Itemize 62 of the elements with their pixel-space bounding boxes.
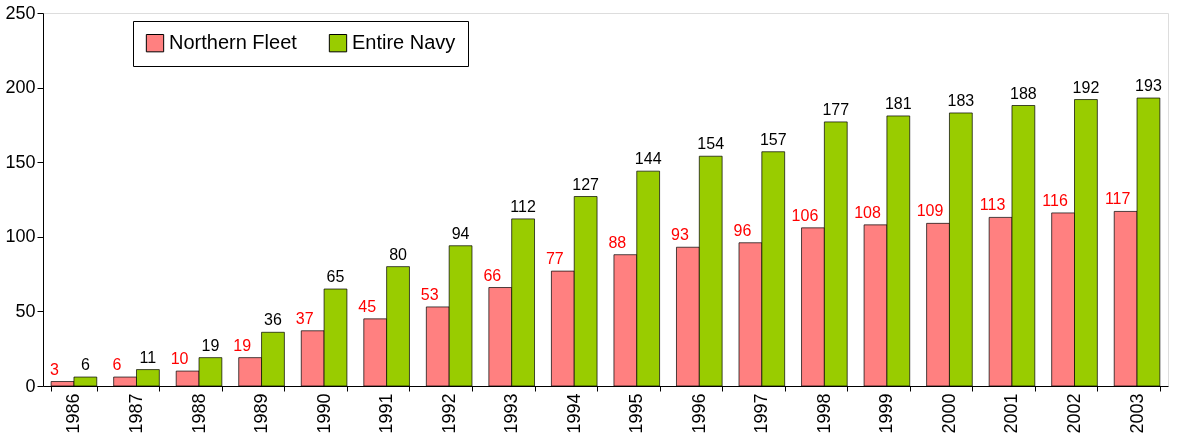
x-tick-label: 2001 bbox=[1001, 393, 1022, 434]
x-tick-label: 1991 bbox=[376, 393, 397, 434]
x-tick-label: 1999 bbox=[876, 393, 897, 434]
data-label: 66 bbox=[483, 266, 502, 284]
data-label: 108 bbox=[854, 203, 881, 221]
data-label: 3 bbox=[50, 360, 60, 378]
data-label: 181 bbox=[884, 94, 912, 112]
data-label: 112 bbox=[510, 197, 536, 215]
legend-label: Northern Fleet bbox=[169, 31, 298, 54]
data-label: 6 bbox=[112, 356, 122, 374]
data-label: 37 bbox=[295, 309, 314, 327]
x-tick-label: 1988 bbox=[188, 393, 209, 434]
data-label: 109 bbox=[916, 202, 944, 220]
x-tick-label: 1989 bbox=[251, 393, 272, 434]
x-tick-label: 1994 bbox=[563, 393, 584, 434]
x-tick-label: 2002 bbox=[1064, 393, 1085, 434]
data-label: 157 bbox=[759, 130, 787, 148]
data-label: 177 bbox=[822, 100, 850, 118]
data-label: 106 bbox=[791, 206, 819, 224]
x-tick-label: 1993 bbox=[501, 393, 522, 434]
x-tick-label: 1986 bbox=[63, 393, 84, 434]
y-tick-label: 150 bbox=[5, 151, 36, 172]
y-tick-label: 100 bbox=[5, 226, 36, 247]
data-label: 53 bbox=[420, 285, 439, 303]
x-tick-label: 1990 bbox=[313, 393, 334, 434]
data-label: 96 bbox=[733, 221, 752, 239]
y-tick-label: 0 bbox=[25, 375, 36, 396]
data-label: 6 bbox=[80, 356, 90, 374]
y-tick-label: 200 bbox=[5, 77, 36, 98]
data-label: 193 bbox=[1135, 77, 1162, 95]
data-label: 10 bbox=[170, 350, 189, 368]
x-tick-label: 1992 bbox=[438, 393, 459, 434]
x-tick-label: 2000 bbox=[938, 393, 959, 434]
data-label: 117 bbox=[1104, 190, 1131, 208]
x-tick-label: 2003 bbox=[1126, 393, 1147, 434]
data-label: 192 bbox=[1072, 78, 1100, 96]
x-tick-label: 1997 bbox=[751, 393, 772, 434]
x-tick-label: 1998 bbox=[813, 393, 834, 434]
x-tick-label: 1987 bbox=[125, 393, 146, 434]
data-label: 65 bbox=[326, 268, 345, 286]
data-label: 11 bbox=[139, 348, 157, 366]
data-label: 144 bbox=[634, 150, 662, 168]
data-label: 183 bbox=[947, 91, 975, 109]
legend-label: Entire Navy bbox=[352, 31, 456, 54]
data-label: 19 bbox=[201, 336, 220, 354]
y-tick-label: 50 bbox=[15, 300, 36, 321]
data-label: 127 bbox=[572, 175, 600, 193]
data-label: 154 bbox=[697, 135, 725, 153]
data-label: 188 bbox=[1010, 84, 1037, 102]
data-label: 113 bbox=[979, 196, 1006, 214]
data-label: 19 bbox=[233, 336, 252, 354]
data-label: 45 bbox=[358, 297, 377, 315]
x-tick-label: 1995 bbox=[626, 393, 647, 434]
data-label: 80 bbox=[389, 245, 408, 263]
data-label: 94 bbox=[451, 224, 470, 242]
x-tick-label: 1996 bbox=[688, 393, 709, 434]
data-label: 88 bbox=[608, 233, 627, 251]
data-label: 93 bbox=[670, 226, 689, 244]
data-label: 116 bbox=[1042, 191, 1068, 209]
data-label: 36 bbox=[264, 311, 282, 329]
y-tick-label: 250 bbox=[5, 2, 36, 23]
data-label: 77 bbox=[545, 250, 564, 268]
